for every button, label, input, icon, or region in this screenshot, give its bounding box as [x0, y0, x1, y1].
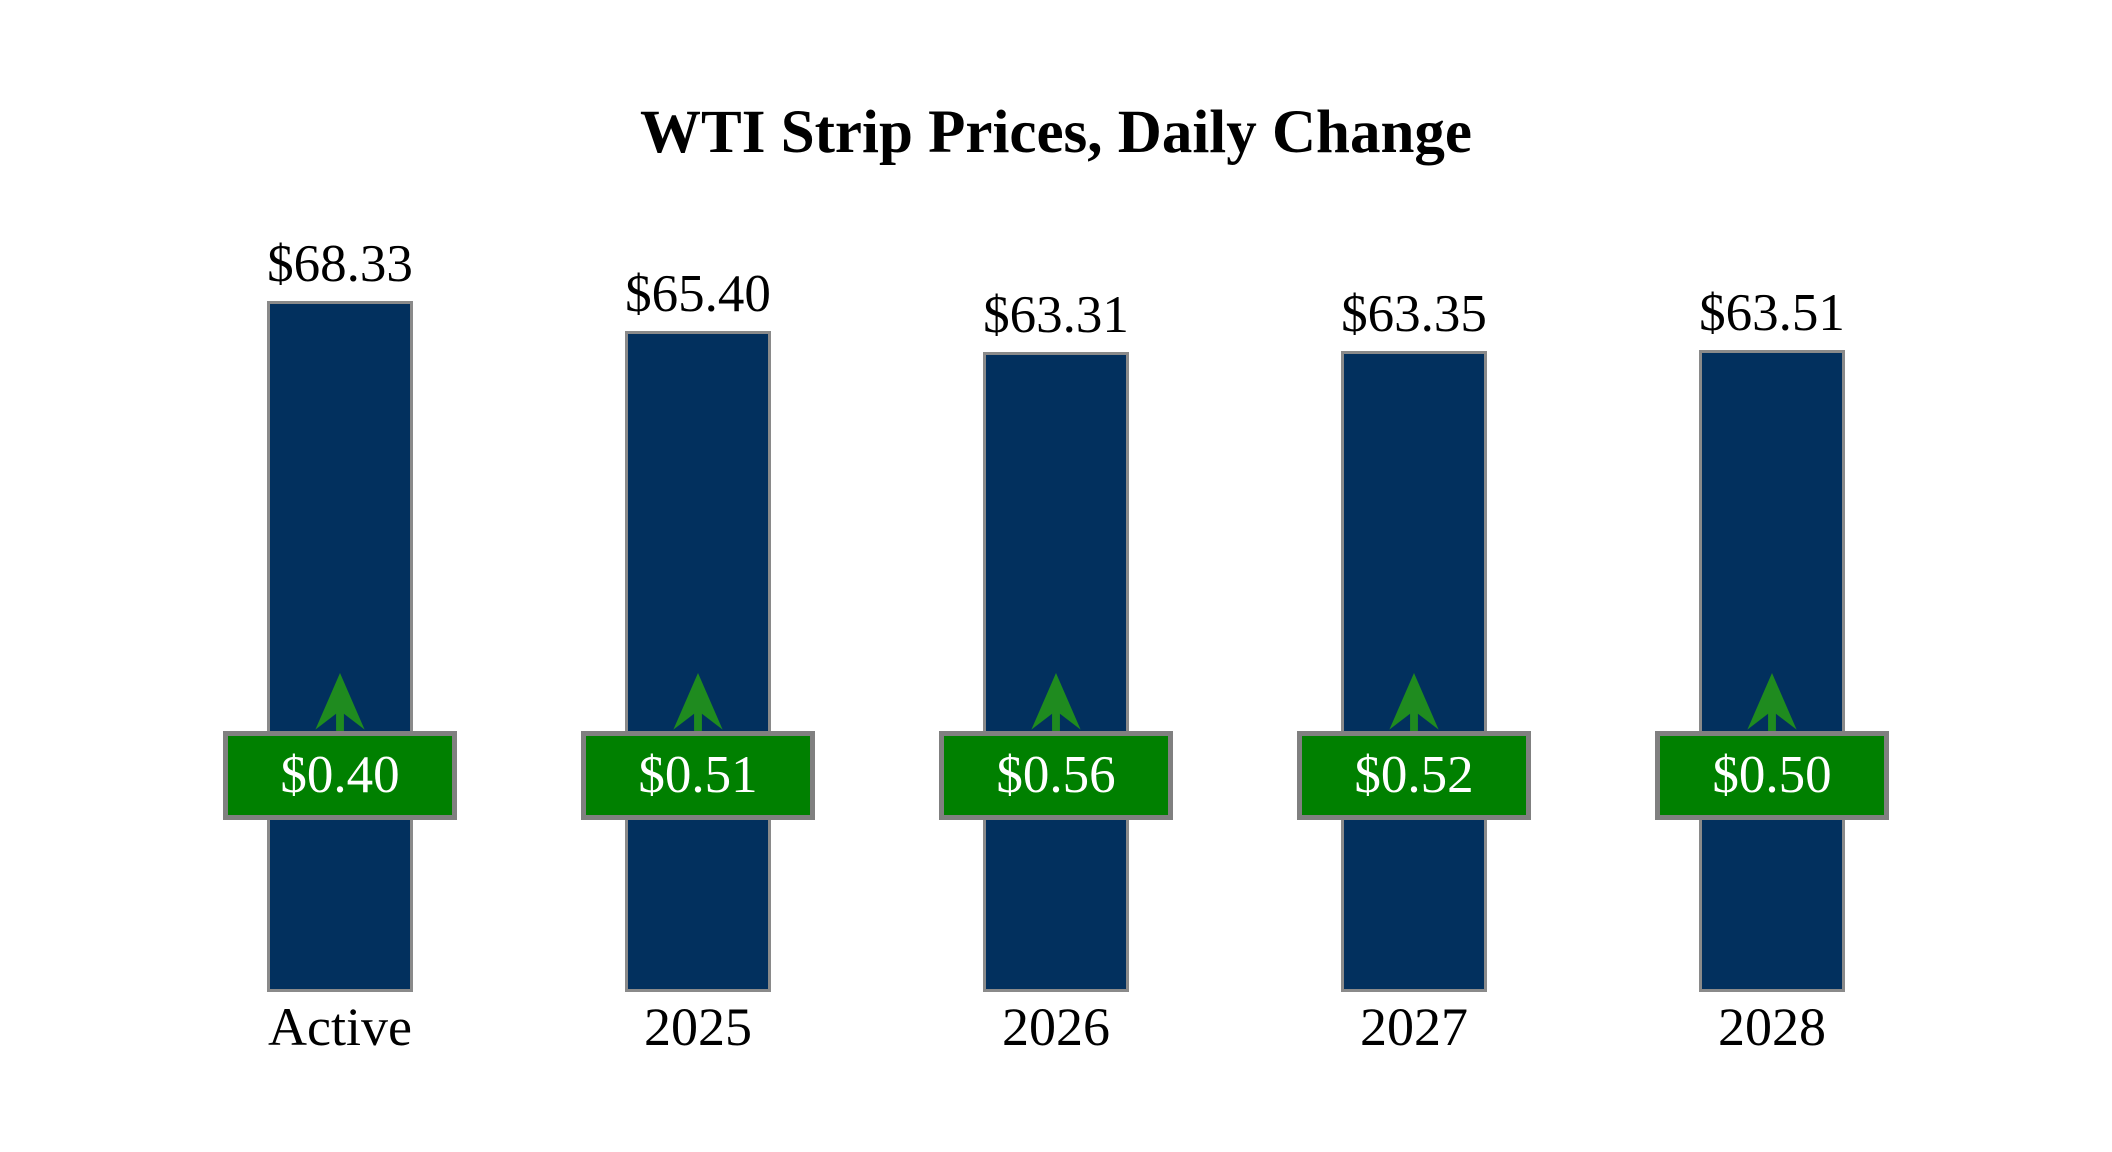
- strip-price-label: $68.33: [267, 235, 413, 293]
- category-label: Active: [268, 997, 412, 1057]
- strip-price-label: $65.40: [625, 265, 771, 323]
- daily-change-label: $0.51: [638, 746, 758, 804]
- daily-change-label: $0.52: [1354, 746, 1474, 804]
- daily-change-label: $0.40: [280, 746, 400, 804]
- strip-price-label: $63.31: [983, 286, 1129, 344]
- daily-change-label: $0.56: [996, 746, 1116, 804]
- strip-price-label: $63.51: [1699, 284, 1845, 342]
- daily-change-badge: $0.52: [1297, 731, 1531, 820]
- up-arrow-icon: [673, 673, 723, 733]
- price-bar: [625, 331, 771, 992]
- daily-change-label: $0.50: [1712, 746, 1832, 804]
- daily-change-badge: $0.50: [1655, 731, 1889, 820]
- category-label: 2025: [644, 997, 752, 1057]
- price-bar: [983, 352, 1129, 992]
- category-label: 2026: [1002, 997, 1110, 1057]
- category-label: 2027: [1360, 997, 1468, 1057]
- daily-change-badge: $0.51: [581, 731, 815, 820]
- chart-title: WTI Strip Prices, Daily Change: [640, 99, 1472, 166]
- daily-change-badge: $0.56: [939, 731, 1173, 820]
- up-arrow-icon: [1031, 673, 1081, 733]
- strip-price-label: $63.35: [1341, 285, 1487, 343]
- price-bar: [1341, 351, 1487, 992]
- daily-change-badge: $0.40: [223, 731, 457, 820]
- up-arrow-icon: [1389, 673, 1439, 733]
- price-bar: [267, 301, 413, 992]
- up-arrow-icon: [1747, 673, 1797, 733]
- category-label: 2028: [1718, 997, 1826, 1057]
- up-arrow-icon: [315, 673, 365, 733]
- price-bar: [1699, 350, 1845, 992]
